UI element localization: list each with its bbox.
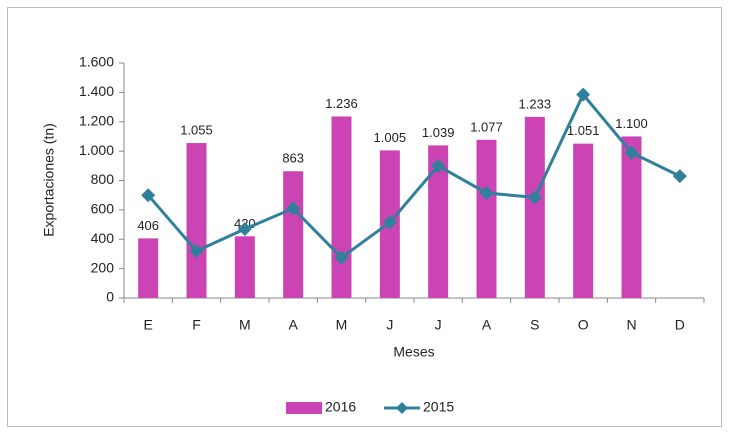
x-tick-label: D (675, 317, 685, 333)
bar (186, 143, 207, 298)
chart-frame (7, 7, 722, 427)
marker (672, 169, 687, 184)
y-tick-label: 200 (91, 259, 115, 275)
legend-label: 2015 (423, 399, 454, 415)
bar (331, 116, 352, 299)
data-label: 406 (137, 218, 159, 233)
marker (141, 188, 156, 203)
marker (527, 190, 542, 205)
x-tick-label: J (386, 317, 393, 333)
bar (283, 171, 304, 298)
bar (138, 238, 159, 298)
marker (576, 87, 591, 102)
bar (524, 116, 545, 298)
y-tick-label: 600 (91, 201, 115, 217)
data-label: 1.233 (519, 96, 552, 111)
y-tick-label: 1.600 (79, 54, 114, 70)
data-label: 1.236 (325, 96, 358, 111)
bar (476, 139, 497, 298)
legend-swatch (396, 402, 408, 414)
y-tick-label: 1.400 (79, 83, 114, 99)
y-tick-label: 800 (91, 171, 115, 187)
bar (573, 143, 594, 298)
marker (237, 221, 252, 236)
x-tick-label: N (626, 317, 636, 333)
marker (334, 250, 349, 265)
data-label: 1.039 (422, 125, 455, 140)
marker (189, 244, 204, 258)
x-tick-label: A (482, 317, 492, 333)
x-tick-label: A (288, 317, 298, 333)
legend-label: 2016 (325, 399, 356, 415)
y-axis-label: Exportaciones (tn) (41, 123, 57, 237)
y-tick-label: 1.000 (79, 142, 114, 158)
y-tick-label: 1.200 (79, 112, 114, 128)
marker (431, 158, 446, 173)
bar (428, 145, 449, 298)
line (147, 91, 681, 260)
x-axis-label: Meses (393, 344, 434, 360)
bar (234, 236, 255, 298)
marker (286, 201, 301, 216)
x-tick-label: J (435, 317, 442, 333)
marker (382, 215, 397, 230)
marker (624, 145, 639, 160)
x-tick-label: M (239, 317, 251, 333)
x-tick-label: S (530, 317, 539, 333)
x-tick-label: O (578, 317, 589, 333)
x-tick-label: M (336, 317, 348, 333)
data-label: 1.055 (180, 122, 213, 137)
y-tick-label: 0 (106, 289, 114, 305)
data-label: 1.051 (567, 123, 600, 138)
legend-swatch (286, 402, 322, 414)
data-label: 863 (282, 151, 304, 166)
data-label: 1.005 (374, 130, 407, 145)
data-label: 1.077 (470, 119, 503, 134)
x-tick-label: E (143, 317, 152, 333)
marker (479, 185, 494, 200)
data-label: 1.100 (615, 116, 648, 131)
bar (621, 136, 642, 298)
x-tick-label: F (192, 317, 201, 333)
y-tick-label: 400 (91, 230, 115, 246)
